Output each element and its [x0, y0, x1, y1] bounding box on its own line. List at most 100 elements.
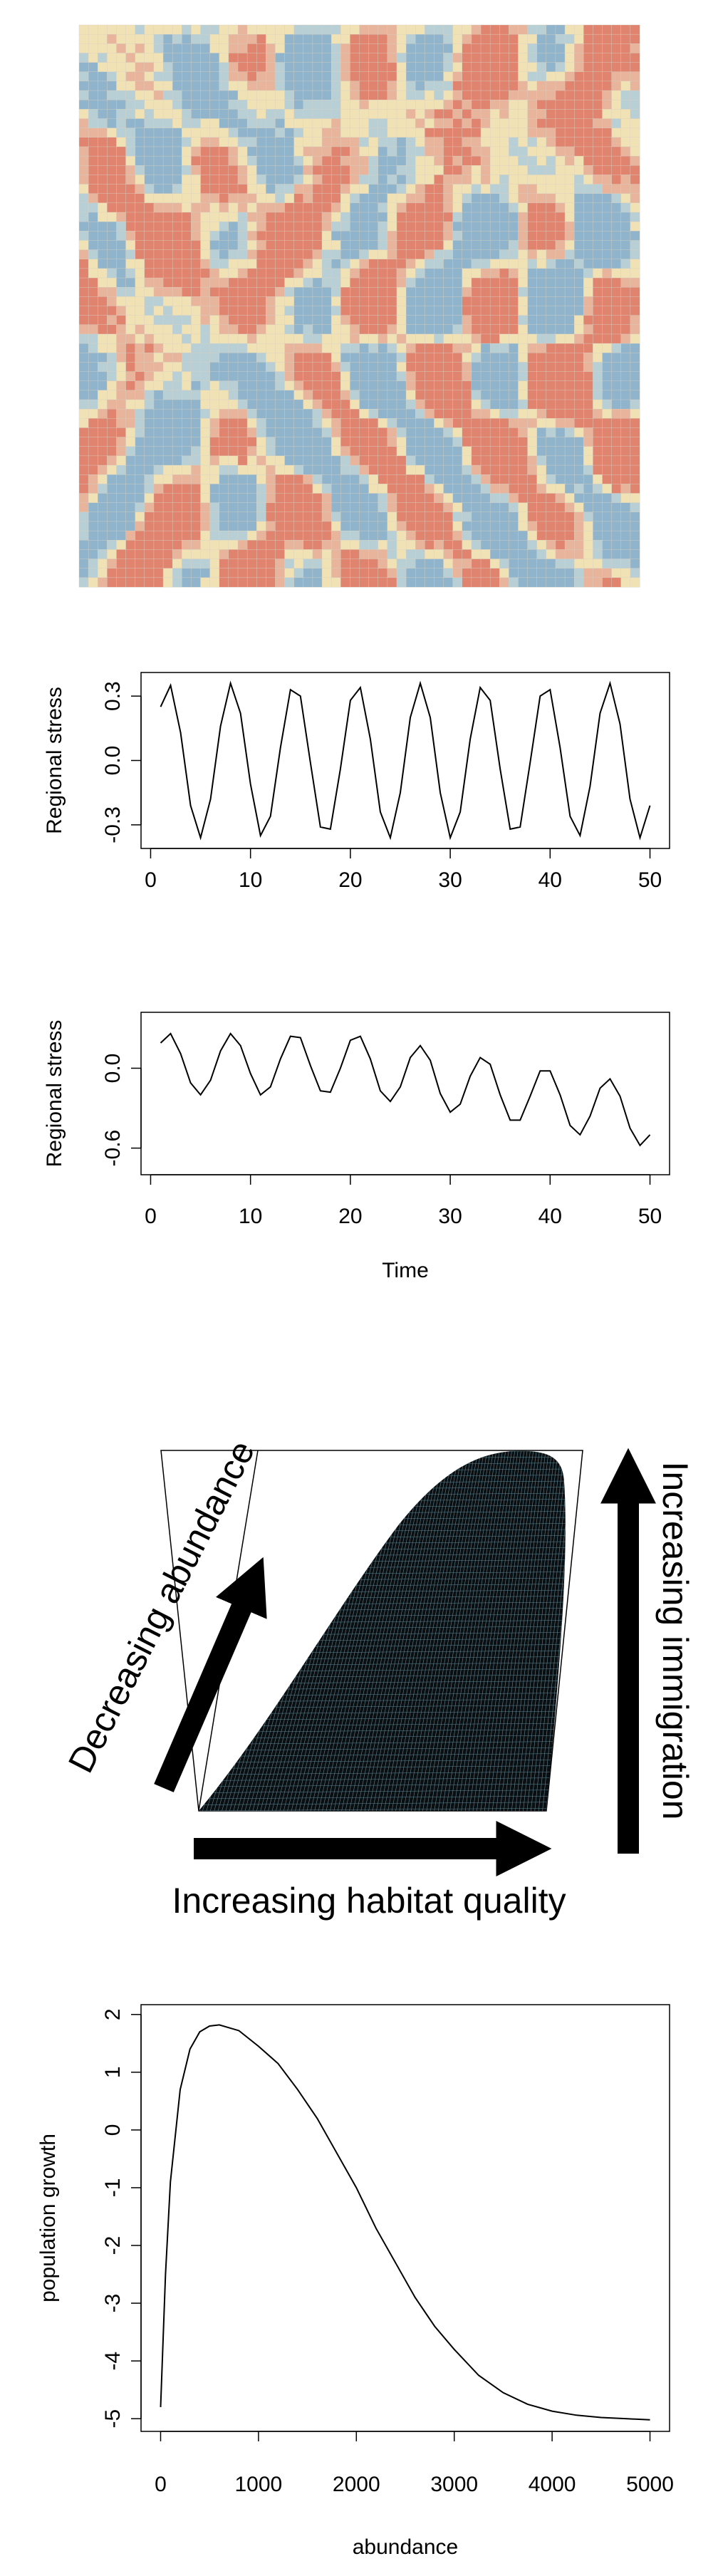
- heatmap-cell: [378, 418, 388, 428]
- heatmap-cell: [611, 577, 622, 588]
- heatmap-cell: [434, 80, 444, 91]
- heatmap-cell: [237, 212, 248, 222]
- heatmap-cell: [415, 437, 425, 447]
- heatmap-cell: [518, 90, 529, 100]
- heatmap-cell: [331, 371, 341, 382]
- heatmap-cell: [546, 333, 556, 344]
- heatmap-cell: [228, 33, 239, 44]
- heatmap-cell: [312, 315, 323, 326]
- heatmap-cell: [228, 165, 239, 175]
- heatmap-cell: [162, 306, 173, 316]
- heatmap-cell: [331, 474, 341, 484]
- heatmap-cell: [256, 549, 266, 559]
- heatmap-cell: [443, 62, 454, 73]
- heatmap-cell: [593, 577, 603, 588]
- heatmap-cell: [284, 474, 295, 484]
- x-axis-label: Time: [382, 1259, 429, 1282]
- heatmap-cell: [443, 221, 454, 232]
- heatmap-cell: [480, 109, 491, 119]
- heatmap-cell: [182, 437, 192, 447]
- heatmap-cell: [387, 33, 397, 44]
- heatmap-cell: [527, 343, 538, 353]
- heatmap-cell: [350, 43, 360, 53]
- heatmap-cell: [509, 399, 519, 410]
- mesh-line: [383, 1450, 454, 1811]
- heatmap-cell: [219, 53, 229, 63]
- heatmap-cell: [182, 455, 192, 466]
- heatmap-cell: [340, 418, 350, 428]
- heatmap-cell: [303, 464, 313, 475]
- heatmap-cell: [246, 155, 257, 166]
- heatmap-cell: [527, 99, 538, 110]
- heatmap-cell: [620, 193, 631, 204]
- heatmap-cell: [98, 399, 108, 410]
- heatmap-cell: [415, 455, 425, 466]
- y-tick-label: 0.3: [101, 681, 125, 711]
- heatmap-cell: [88, 521, 98, 531]
- heatmap-cell: [452, 221, 463, 232]
- heatmap-cell: [620, 474, 631, 484]
- heatmap-cell: [107, 175, 117, 185]
- heatmap-cell: [200, 249, 211, 260]
- heatmap-cell: [116, 455, 126, 466]
- heatmap-cell: [378, 165, 388, 175]
- heatmap-cell: [246, 277, 257, 288]
- heatmap-cell: [331, 540, 341, 550]
- heatmap-cell: [237, 90, 248, 100]
- heatmap-cell: [489, 427, 500, 438]
- heatmap-cell: [107, 324, 117, 335]
- heatmap-cell: [284, 71, 295, 82]
- heatmap-cell: [471, 53, 482, 63]
- heatmap-cell: [630, 418, 640, 428]
- x-tick-label: 30: [438, 1205, 462, 1228]
- heatmap-cell: [153, 296, 164, 306]
- mesh-line: [357, 1450, 432, 1811]
- heatmap-cell: [162, 221, 173, 232]
- heatmap-cell: [98, 62, 108, 73]
- heatmap-cell: [583, 33, 593, 44]
- heatmap-cell: [425, 362, 435, 372]
- heatmap-cell: [555, 128, 566, 138]
- heatmap-cell: [284, 390, 295, 400]
- heatmap-cell: [630, 371, 640, 382]
- heatmap-cell: [266, 427, 276, 438]
- heatmap-cell: [172, 53, 182, 63]
- heatmap-cell: [98, 99, 108, 110]
- heatmap-cell: [387, 99, 397, 110]
- heatmap-cell: [583, 306, 593, 316]
- heatmap-cell: [593, 202, 603, 213]
- heatmap-cell: [620, 484, 631, 494]
- heatmap-cell: [452, 455, 463, 466]
- heatmap-cell: [378, 333, 388, 344]
- heatmap-cell: [116, 109, 126, 119]
- heatmap-cell: [471, 146, 482, 157]
- heatmap-cell: [527, 137, 538, 147]
- heatmap-cell: [620, 80, 631, 91]
- heatmap-cell: [630, 128, 640, 138]
- heatmap-cell: [387, 259, 397, 269]
- heatmap-cell: [256, 493, 266, 504]
- heatmap-cell: [182, 155, 192, 166]
- heatmap-cell: [266, 343, 276, 353]
- heatmap-cell: [471, 221, 482, 232]
- heatmap-cell: [321, 464, 332, 475]
- heatmap-cell: [182, 128, 192, 138]
- heatmap-cell: [480, 184, 491, 194]
- heatmap-cell: [182, 333, 192, 344]
- heatmap-cell: [593, 175, 603, 185]
- heatmap-cell: [144, 240, 155, 251]
- heatmap-cell: [107, 53, 117, 63]
- heatmap-cell: [480, 464, 491, 475]
- heatmap-cell: [593, 484, 603, 494]
- heatmap-cell: [153, 315, 164, 326]
- heatmap-cell: [200, 418, 211, 428]
- heatmap-cell: [209, 362, 220, 372]
- heatmap-cell: [536, 53, 547, 63]
- heatmap-cell: [219, 80, 229, 91]
- heatmap-cell: [256, 202, 266, 213]
- heatmap-cell: [200, 53, 211, 63]
- heatmap-cell: [378, 380, 388, 391]
- heatmap-cell: [88, 155, 98, 166]
- heatmap-cell: [331, 530, 341, 541]
- heatmap-cell: [452, 137, 463, 147]
